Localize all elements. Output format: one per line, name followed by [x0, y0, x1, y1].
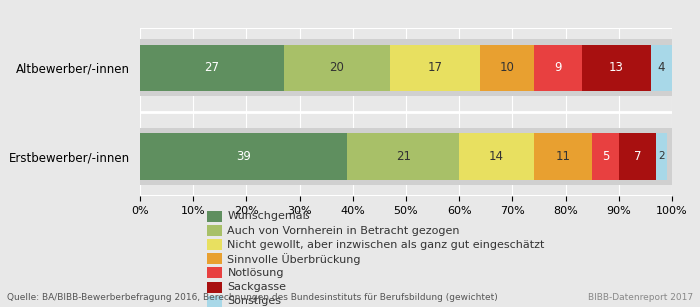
Text: 9: 9 — [554, 61, 561, 74]
Text: 21: 21 — [395, 150, 411, 163]
Text: Notlösung: Notlösung — [228, 268, 284, 278]
Text: 11: 11 — [555, 150, 570, 163]
Text: 5: 5 — [602, 150, 609, 163]
Bar — [140, 45, 284, 91]
Text: Auch von Vornherein in Betracht gezogen: Auch von Vornherein in Betracht gezogen — [228, 226, 460, 235]
Text: Sonstiges: Sonstiges — [228, 296, 281, 306]
Text: 39: 39 — [237, 150, 251, 163]
Text: 20: 20 — [330, 61, 344, 74]
Bar — [140, 39, 672, 96]
Bar — [390, 45, 480, 91]
Bar — [533, 45, 582, 91]
Bar — [592, 133, 619, 180]
Bar — [656, 133, 666, 180]
Bar — [582, 45, 651, 91]
Text: 27: 27 — [204, 61, 219, 74]
Text: Sackgasse: Sackgasse — [228, 282, 286, 292]
Bar — [533, 133, 592, 180]
Text: Wunschgemäß: Wunschgemäß — [228, 212, 310, 221]
Text: 10: 10 — [500, 61, 514, 74]
Text: Nicht gewollt, aber inzwischen als ganz gut eingeschätzt: Nicht gewollt, aber inzwischen als ganz … — [228, 240, 545, 250]
Bar — [140, 128, 672, 185]
Text: 4: 4 — [657, 61, 665, 74]
Bar — [284, 45, 390, 91]
Text: 17: 17 — [428, 61, 443, 74]
Text: 13: 13 — [609, 61, 624, 74]
Bar — [347, 133, 459, 180]
Bar — [140, 133, 347, 180]
Bar — [480, 45, 533, 91]
Text: 7: 7 — [634, 150, 641, 163]
Text: Quelle: BA/BIBB-Bewerberbefragung 2016, Berechnungen des Bundesinstituts für Ber: Quelle: BA/BIBB-Bewerberbefragung 2016, … — [7, 293, 498, 302]
Text: BIBB-Datenreport 2017: BIBB-Datenreport 2017 — [588, 293, 693, 302]
Text: 2: 2 — [658, 151, 665, 161]
Text: 14: 14 — [489, 150, 504, 163]
Text: Sinnvolle Überbrückung: Sinnvolle Überbrückung — [228, 253, 361, 265]
Bar — [651, 45, 672, 91]
Bar — [459, 133, 533, 180]
Bar — [619, 133, 656, 180]
